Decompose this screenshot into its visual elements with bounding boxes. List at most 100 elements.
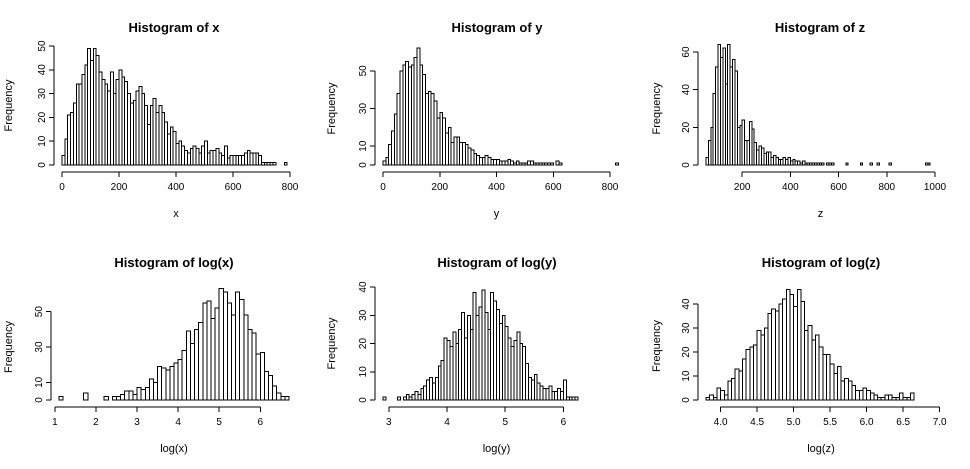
histogram-bar (235, 291, 241, 401)
histogram-panel-6: Histogram of log(z) 4.0 4.5 5.0 5.5 6.0 6.5 7.0… (651, 255, 947, 455)
histogram-bar (382, 396, 387, 401)
histogram-bar (845, 162, 849, 166)
x-axis-label: log(x) (160, 443, 188, 455)
x-tick-label: 800 (602, 182, 619, 193)
y-tick-label: 0 (681, 162, 692, 168)
histogram-bar (255, 353, 261, 401)
histogram-bar (785, 289, 791, 401)
histogram-bar (239, 298, 245, 401)
histogram-bar (767, 313, 773, 401)
y-axis: 0 10 30 50 (34, 306, 52, 403)
histogram-bar (615, 162, 620, 166)
x-tick-label: 600 (830, 182, 847, 193)
histogram-bar (283, 162, 288, 166)
y-tick-label: 30 (37, 88, 48, 100)
y-tick-label: 20 (37, 111, 48, 123)
y-tick-label: 0 (358, 397, 369, 403)
histogram-bar (891, 397, 897, 401)
histogram-bar (284, 395, 290, 401)
chart-title: Histogram of y (451, 20, 543, 35)
histogram-bar (851, 385, 857, 401)
histogram-bar (749, 346, 754, 401)
histogram-bar (796, 289, 802, 401)
histogram-bar (198, 321, 204, 401)
histogram-bar (880, 397, 886, 401)
x-tick-label: 4.5 (750, 417, 764, 428)
y-tick-label: 20 (358, 338, 369, 350)
x-tick-label: 1 (52, 417, 58, 428)
y-axis-label: Frequency (651, 82, 663, 134)
histogram-bar (214, 307, 220, 401)
histogram-bar (877, 397, 882, 401)
histogram-bar (888, 394, 893, 401)
chart-title: Histogram of log(y) (437, 255, 556, 270)
y-axis-label: Frequency (651, 320, 663, 372)
histogram-bar (833, 373, 838, 401)
histogram-bar (836, 365, 842, 401)
histogram-bar (738, 370, 744, 401)
histogram-bar (825, 353, 831, 401)
histogram-bar (181, 350, 187, 401)
histogram-bar (876, 162, 881, 166)
bars (705, 43, 931, 166)
histogram-bar (161, 367, 167, 401)
x-axis: 0 200 400 600 800 (380, 171, 619, 193)
y-tick-label: 50 (37, 40, 48, 52)
histogram-bar (243, 314, 249, 401)
x-tick-label: 0 (59, 182, 65, 193)
histogram-bar (804, 329, 809, 401)
histogram-bar (829, 363, 835, 401)
y-tick-label: 10 (34, 376, 45, 388)
histogram-bar (709, 394, 714, 401)
histogram-bar (177, 358, 183, 401)
x-axis-label: log(z) (807, 443, 835, 455)
y-tick-label: 40 (358, 281, 369, 293)
histogram-bar (727, 380, 733, 401)
histogram-bar (734, 368, 740, 401)
x-tick-label: 1000 (924, 182, 947, 193)
histogram-bar (909, 392, 915, 401)
histogram-bar (140, 388, 146, 401)
histogram-bar (124, 390, 130, 401)
y-tick-label: 0 (34, 397, 45, 403)
x-tick-label: 4 (444, 417, 450, 428)
histogram-bar (83, 392, 89, 401)
histogram-bar (173, 362, 179, 401)
histogram-bar (136, 387, 142, 401)
x-tick-label: 400 (488, 182, 505, 193)
y-axis: 0 10 30 50 (358, 65, 376, 168)
histogram-bar (222, 291, 228, 401)
y-tick-label: 40 (681, 298, 692, 310)
histogram-bar (558, 162, 563, 166)
y-axis: 0 10 20 30 40 (358, 281, 376, 403)
y-tick-label: 40 (681, 84, 692, 96)
histogram-bar (859, 162, 864, 166)
bars (58, 288, 290, 401)
bars (705, 289, 915, 401)
x-tick-label: 3 (134, 417, 140, 428)
histogram-bar (210, 318, 216, 401)
x-tick-label: 400 (168, 182, 185, 193)
histogram-bar (157, 365, 163, 401)
x-tick-label: 5.5 (823, 417, 837, 428)
histogram-bar (869, 392, 875, 401)
y-axis-label: Frequency (326, 82, 338, 134)
bars (61, 47, 288, 166)
histogram-panel-4: Histogram of log(x) 1 2 3 4 5 6 log(x) 0 10 30 50 Fr… (3, 255, 290, 455)
histogram-bar (716, 387, 722, 401)
histogram-bar (574, 396, 579, 401)
histogram-bar (247, 328, 253, 401)
histogram-bar (165, 369, 171, 401)
histogram-bar (189, 342, 196, 401)
x-tick-label: 5.0 (787, 417, 801, 428)
histogram-bar (720, 389, 725, 401)
y-axis-label: Frequency (3, 79, 15, 131)
histogram-bar (840, 380, 846, 401)
histogram-bar (869, 162, 873, 166)
x-tick-label: 7.0 (933, 417, 947, 428)
histogram-bar (873, 394, 879, 401)
histogram-bar (778, 303, 784, 401)
histogram-panel-1: Histogram of x 0 200 400 600 800 x 0 10 20 30 40 50 F… (3, 20, 299, 220)
y-tick-label: 0 (37, 162, 48, 168)
histogram-bar (712, 397, 718, 401)
